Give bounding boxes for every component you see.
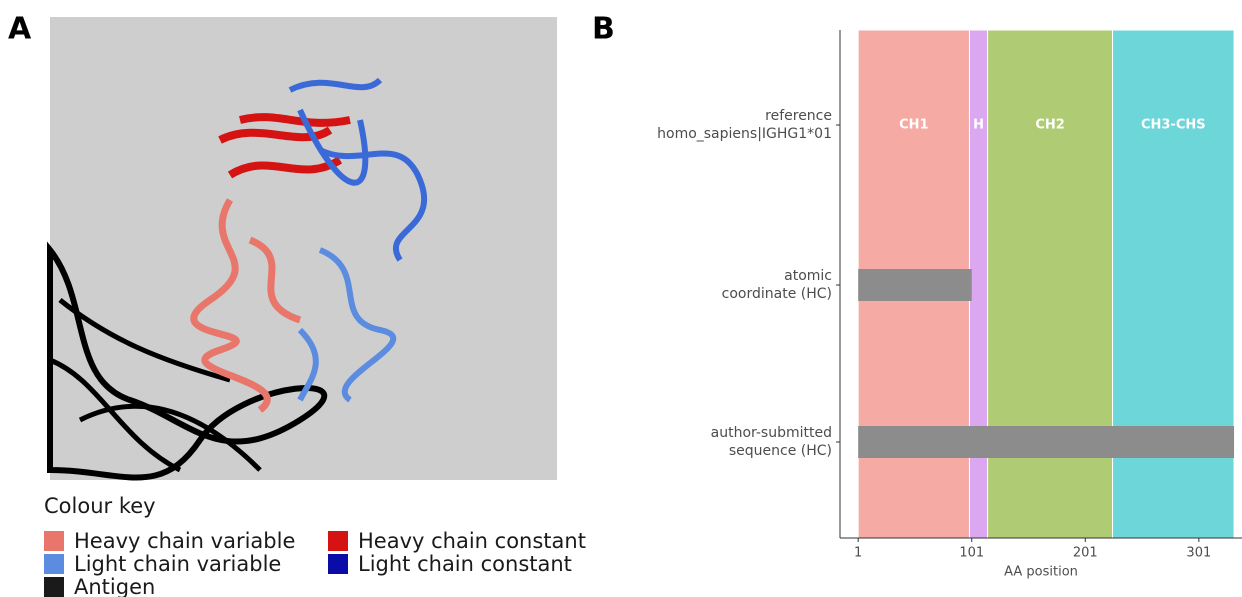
legend-swatch [44, 577, 64, 597]
x-tick-label: 101 [959, 546, 984, 561]
panel-label: A [8, 12, 32, 47]
y-tick-line: reference [765, 108, 832, 124]
domain-chart: CH1 H CH2 CH3-CHS reference homo_sapiens|IGHG… [657, 30, 1242, 580]
domain-band [988, 30, 1113, 538]
panel-label: B [592, 12, 615, 47]
domain-label: H [973, 118, 984, 133]
legend-swatch [44, 531, 64, 551]
y-tick-label: atomic coordinate (HC) [722, 268, 832, 302]
legend-swatch [328, 531, 348, 551]
legend-swatch [44, 554, 64, 574]
legend-label: Heavy chain variable [74, 529, 295, 553]
domain-band [969, 30, 987, 538]
legend-label: Heavy chain constant [358, 529, 586, 553]
legend-swatch [328, 554, 348, 574]
coverage-bar [858, 426, 1234, 458]
domain-band [1113, 30, 1235, 538]
domain-label: CH2 [1035, 118, 1064, 133]
y-tick-label: reference homo_sapiens|IGHG1*01 [657, 108, 832, 142]
x-tick-label: 1 [854, 546, 862, 561]
structure-image [50, 17, 557, 480]
legend-label: Antigen [74, 575, 155, 597]
x-axis-title: AA position [1004, 565, 1078, 580]
legend-label: Light chain variable [74, 552, 281, 576]
y-tick-line: author-submitted [711, 425, 832, 441]
figure: A B Colour key Heavy chain variableLight… [0, 0, 1242, 597]
domain-label: CH1 [899, 118, 928, 133]
y-tick-line: homo_sapiens|IGHG1*01 [657, 126, 832, 142]
legend-label: Light chain constant [358, 552, 572, 576]
x-tick-label: 201 [1073, 546, 1098, 561]
legend-title: Colour key [44, 494, 156, 518]
y-tick-line: coordinate (HC) [722, 286, 832, 302]
domain-label: CH3-CHS [1141, 118, 1206, 133]
x-tick-label: 301 [1186, 546, 1211, 561]
coverage-bar [858, 269, 972, 301]
y-tick-line: atomic [784, 268, 832, 284]
y-tick-label: author-submitted sequence (HC) [711, 425, 832, 459]
y-tick-line: sequence (HC) [729, 443, 832, 459]
